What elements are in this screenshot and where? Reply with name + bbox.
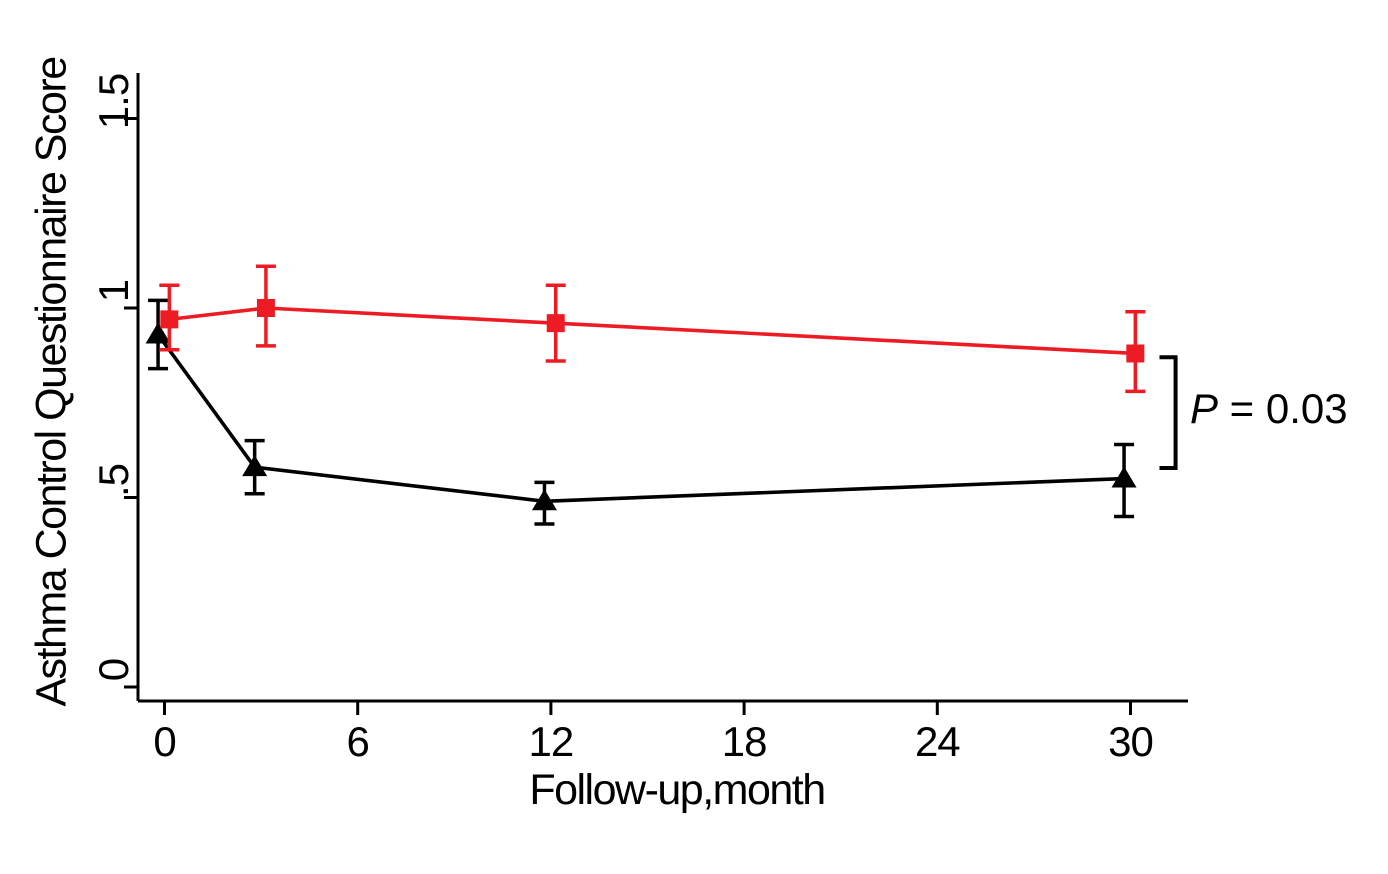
x-tick-label: 0 <box>153 718 175 765</box>
triangle-marker <box>531 489 557 511</box>
x-tick-label: 24 <box>915 718 960 765</box>
x-tick-label: 18 <box>722 718 767 765</box>
square-marker <box>160 310 179 329</box>
series-line <box>169 306 1136 356</box>
x-axis-title: Follow-up,month <box>529 766 826 814</box>
p-value-text: = 0.03 <box>1218 385 1348 432</box>
series-red-square-series <box>159 264 1146 394</box>
triangle-marker <box>1111 466 1137 488</box>
p-symbol: P <box>1190 385 1219 432</box>
axes: 0 .5 1 1.5 0 6 12 18 24 30 <box>90 73 1188 765</box>
y-tick-label: 0 <box>90 659 137 681</box>
triangle-marker <box>242 455 268 477</box>
x-tick-label: 12 <box>529 718 574 765</box>
triangle-marker <box>145 322 171 344</box>
x-tick-label: 30 <box>1108 718 1153 765</box>
y-tick-label: 1 <box>90 280 137 302</box>
square-marker <box>256 299 275 317</box>
p-value-bracket <box>1159 355 1178 470</box>
square-marker <box>546 314 565 333</box>
y-tick-label: .5 <box>90 464 137 497</box>
series-black-triangle-series <box>145 298 1137 526</box>
x-tick-label: 6 <box>347 718 369 765</box>
square-marker <box>1126 344 1145 363</box>
y-tick-label: 1.5 <box>90 74 137 129</box>
series-line <box>156 333 1125 504</box>
y-axis-title: Asthma Control Questionnaire Score <box>27 57 76 707</box>
p-value-annotation: P = 0.03 <box>1190 385 1348 433</box>
